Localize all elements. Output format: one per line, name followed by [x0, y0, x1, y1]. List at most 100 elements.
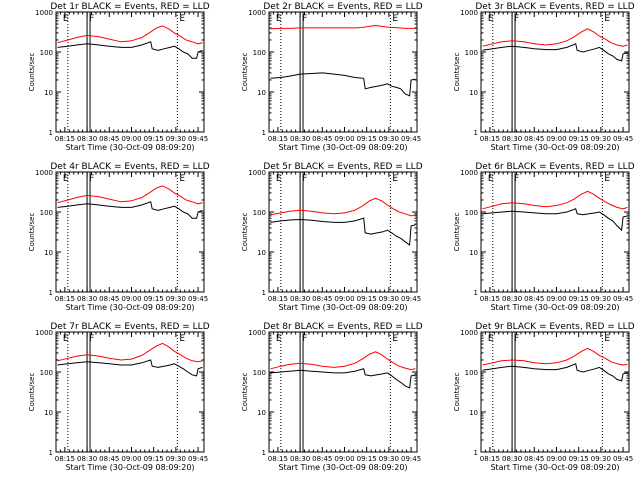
panel-title: Det 6r BLACK = Events, RED = LLD — [475, 162, 634, 172]
panel-det-5: Det 5r BLACK = Events, RED = LLD E F E 1 10 10… — [241, 162, 423, 312]
marker-label-start: E — [488, 174, 494, 184]
marker-label-start: E — [276, 174, 282, 184]
plot-frame — [55, 171, 205, 293]
x-tick-label: 08:15 — [55, 135, 75, 143]
y-axis-label: Counts/sec — [28, 373, 36, 412]
panel-title: Det 2r BLACK = Events, RED = LLD — [263, 2, 422, 12]
x-tick-label: 09:15 — [569, 455, 589, 463]
y-tick-label: 100 — [253, 49, 266, 57]
x-tick-label: 09:45 — [613, 295, 633, 303]
marker-label-end: E — [179, 14, 185, 24]
y-axis-label: Counts/sec — [453, 53, 461, 92]
x-tick-label: 09:30 — [379, 135, 399, 143]
x-tick-label: 09:30 — [379, 295, 399, 303]
panel-det-7: Det 7r BLACK = Events, RED = LLD E F E 1 10 10… — [28, 322, 210, 472]
y-tick-label: 100 — [40, 49, 53, 57]
y-tick-label: 1000 — [35, 169, 53, 177]
x-tick-label: 09:45 — [613, 135, 633, 143]
x-tick-label: 08:15 — [268, 295, 288, 303]
x-tick-label: 09:45 — [401, 455, 421, 463]
series-events-line — [270, 217, 416, 246]
panel-det-8: Det 8r BLACK = Events, RED = LLD E F E 1 10 10… — [241, 322, 423, 472]
marker-label-start: E — [488, 14, 494, 24]
x-tick-label: 09:30 — [166, 295, 186, 303]
y-axis-label: Counts/sec — [453, 373, 461, 412]
x-tick-label: 08:30 — [502, 295, 522, 303]
plot-frame — [268, 171, 418, 293]
x-axis-label: Start Time (30-Oct-09 08:09:20) — [65, 143, 194, 152]
series-lld-line — [57, 342, 203, 363]
y-tick-label: 100 — [465, 49, 478, 57]
series-lld-line — [270, 351, 416, 371]
y-axis-label: Counts/sec — [28, 53, 36, 92]
marker-label-start: E — [63, 334, 69, 344]
y-tick-label: 1000 — [248, 9, 266, 17]
y-tick-label: 1000 — [35, 9, 53, 17]
series-events-line — [57, 359, 203, 377]
y-axis-label: Counts/sec — [241, 53, 249, 92]
series-events-line — [482, 208, 628, 232]
panel-title: Det 8r BLACK = Events, RED = LLD — [263, 322, 422, 332]
marker-label-attenuator: F — [89, 14, 94, 24]
panel-title: Det 1r BLACK = Events, RED = LLD — [50, 2, 209, 12]
panel-det-3: Det 3r BLACK = Events, RED = LLD E F E 1 10 10… — [453, 2, 635, 152]
x-tick-label: 08:15 — [480, 295, 500, 303]
x-tick-label: 09:30 — [166, 135, 186, 143]
y-tick-label: 1 — [474, 129, 478, 137]
marker-label-end: E — [392, 174, 398, 184]
plot-frame — [268, 11, 418, 133]
x-tick-label: 09:30 — [591, 295, 611, 303]
x-tick-label: 08:15 — [268, 455, 288, 463]
x-tick-label: 09:15 — [569, 135, 589, 143]
x-tick-label: 09:30 — [166, 455, 186, 463]
x-tick-label: 09:45 — [188, 135, 208, 143]
y-tick-label: 10 — [257, 89, 266, 97]
marker-label-attenuator: F — [514, 14, 519, 24]
x-tick-label: 08:30 — [290, 455, 310, 463]
plot-frame — [480, 11, 630, 133]
panel-title: Det 5r BLACK = Events, RED = LLD — [263, 162, 422, 172]
y-tick-label: 10 — [469, 409, 478, 417]
x-tick-label: 09:00 — [121, 135, 141, 143]
x-tick-label: 09:00 — [546, 455, 566, 463]
y-tick-label: 100 — [40, 369, 53, 377]
x-tick-label: 09:30 — [379, 455, 399, 463]
y-tick-label: 100 — [253, 209, 266, 217]
x-axis-label: Start Time (30-Oct-09 08:09:20) — [490, 303, 619, 312]
marker-label-attenuator: F — [514, 174, 519, 184]
x-axis-label: Start Time (30-Oct-09 08:09:20) — [65, 303, 194, 312]
x-tick-label: 08:45 — [524, 135, 544, 143]
x-tick-label: 08:30 — [77, 135, 97, 143]
x-tick-label: 08:15 — [480, 135, 500, 143]
plot-frame — [480, 171, 630, 293]
marker-label-attenuator: F — [302, 174, 307, 184]
panel-title: Det 9r BLACK = Events, RED = LLD — [475, 322, 634, 332]
series-lld-line — [270, 24, 416, 30]
series-lld-line — [57, 25, 203, 45]
y-tick-label: 10 — [469, 249, 478, 257]
y-tick-label: 1 — [474, 289, 478, 297]
x-tick-label: 09:15 — [144, 295, 164, 303]
y-tick-label: 100 — [465, 369, 478, 377]
marker-label-end: E — [604, 14, 610, 24]
x-tick-label: 08:45 — [99, 135, 119, 143]
marker-label-end: E — [604, 174, 610, 184]
y-tick-label: 10 — [44, 89, 53, 97]
x-axis-label: Start Time (30-Oct-09 08:09:20) — [278, 463, 407, 472]
x-tick-label: 09:00 — [121, 295, 141, 303]
x-tick-label: 09:15 — [357, 455, 377, 463]
y-tick-label: 1 — [49, 129, 53, 137]
y-tick-label: 1 — [474, 449, 478, 457]
x-tick-label: 09:15 — [357, 135, 377, 143]
series-events-line — [482, 43, 628, 62]
y-axis-label: Counts/sec — [28, 213, 36, 252]
x-tick-label: 09:15 — [357, 295, 377, 303]
x-tick-label: 08:45 — [99, 455, 119, 463]
x-tick-label: 09:00 — [334, 295, 354, 303]
x-tick-label: 08:45 — [312, 295, 332, 303]
marker-label-end: E — [392, 14, 398, 24]
x-tick-label: 09:45 — [401, 135, 421, 143]
marker-label-start: E — [63, 174, 69, 184]
y-axis-label: Counts/sec — [453, 213, 461, 252]
